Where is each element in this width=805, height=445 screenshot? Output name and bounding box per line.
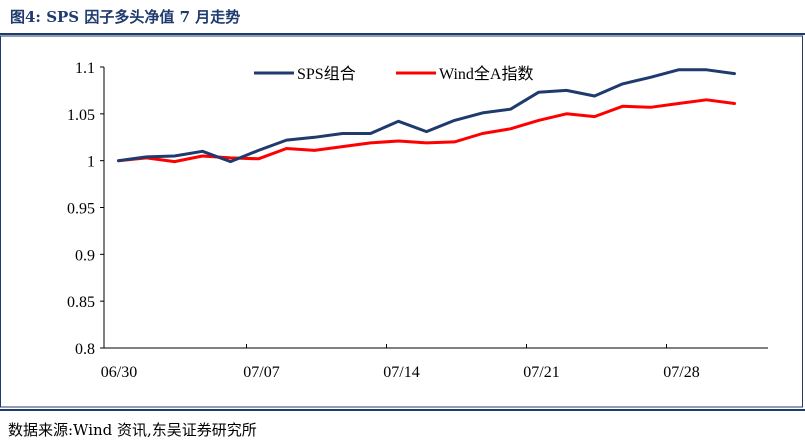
series-line-0 [117,68,736,164]
chart-series [117,68,736,164]
x-tick-label: 07/07 [243,364,279,381]
y-tick-label: 0.9 [75,247,95,264]
x-tick-label: 07/21 [523,364,559,381]
y-tick-label: 0.85 [67,294,95,311]
x-tick-label: 07/28 [663,364,699,381]
y-tick-label: 1.1 [75,60,95,77]
legend-label-0: SPS组合 [297,65,356,83]
title-divider [0,33,805,35]
figure-title: 图4: SPS 因子多头净值 7 月走势 [10,8,241,26]
y-tick-label: 0.8 [75,341,95,358]
y-tick-label: 0.95 [67,201,95,218]
chart-axes: 0.8 0.85 0.9 0.95 1 1.05 1.1 06/30 07/07 07/14 07/… [67,60,768,381]
chart-frame [0,35,803,408]
x-tick-label: 06/30 [101,364,137,381]
x-tick-label: 07/14 [383,364,419,381]
y-tick-label: 1.05 [67,107,95,124]
legend-label-1: Wind全A指数 [439,65,533,83]
chart-legend: SPS组合 Wind全A指数 [254,65,533,83]
source-divider [0,409,805,411]
line-chart: 0.8 0.85 0.9 0.95 1 1.05 1.1 06/30 07/07 07/14 07/… [0,35,803,408]
source-note: 数据来源:Wind 资讯,东吴证券研究所 [8,421,257,439]
y-tick-label: 1 [87,154,95,171]
